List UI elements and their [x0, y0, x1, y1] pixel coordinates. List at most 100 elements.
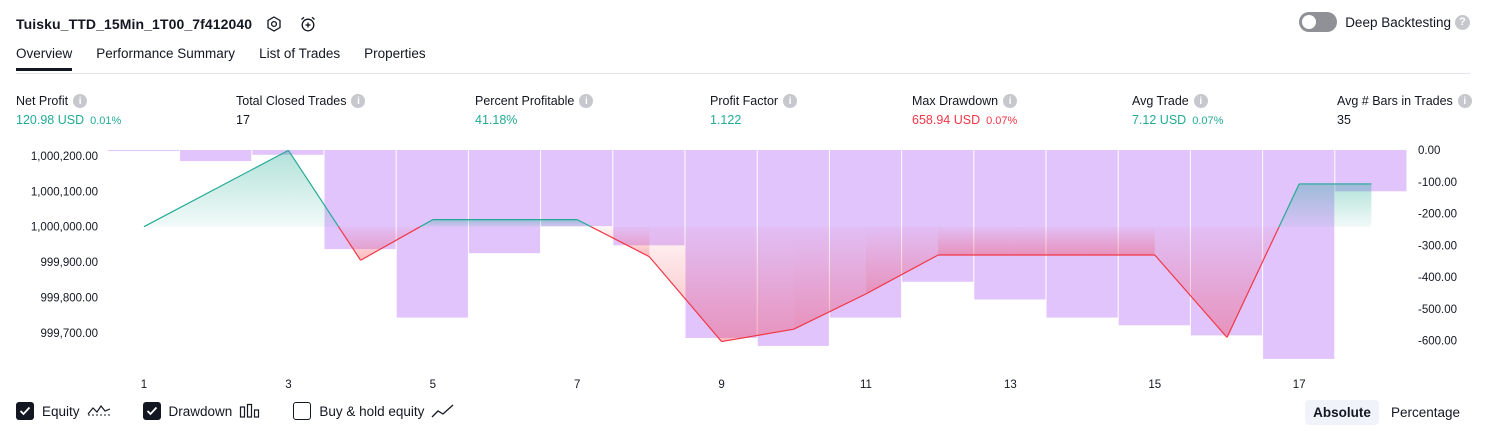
- metric-profit-factor: Profit Factor i 1.122: [710, 94, 798, 127]
- alarm-add-icon[interactable]: [296, 12, 320, 36]
- deep-backtesting: Deep Backtesting ?: [1299, 12, 1470, 32]
- buy-hold-checkbox[interactable]: [293, 402, 312, 420]
- strategy-title: Tuisku_TTD_15Min_1T00_7f412040: [16, 16, 253, 32]
- equity-area-down: [866, 226, 939, 294]
- percentage-button[interactable]: Percentage: [1390, 405, 1460, 420]
- x-axis-tick-label: 7: [574, 379, 580, 391]
- metric-percent: 0.07%: [986, 115, 1018, 127]
- drawdown-bar: [107, 150, 180, 151]
- x-axis-tick-label: 1: [141, 379, 147, 391]
- right-axis: 0.00 -100.00 -200.00 -300.00 -400.00 -500.00 -…: [1418, 145, 1457, 348]
- drawdown-bar: [541, 150, 613, 227]
- left-axis-tick-label: 999,900.00: [40, 257, 98, 269]
- equity-line-segment: [721, 328, 794, 343]
- metric-value: 41.18%: [475, 113, 518, 127]
- drawdown-bars-icon: [239, 403, 261, 419]
- right-axis-tick-label: -100.00: [1418, 177, 1457, 189]
- x-axis-tick-label: 3: [285, 379, 291, 391]
- metric-label: Total Closed Trades: [236, 94, 347, 108]
- equity-area-down: [793, 226, 866, 330]
- left-axis-tick-label: 999,800.00: [40, 292, 98, 304]
- metric-label: Avg # Bars in Trades: [1337, 94, 1453, 108]
- info-icon[interactable]: i: [783, 94, 798, 108]
- equity-line-segment: [1154, 254, 1228, 338]
- info-icon[interactable]: i: [579, 94, 594, 108]
- equity-area-down: [938, 226, 1011, 255]
- equity-area-up: [1299, 183, 1372, 227]
- deep-backtesting-toggle[interactable]: [1299, 12, 1338, 32]
- equity-area-down: [1082, 226, 1155, 255]
- legend-buy-hold-equity[interactable]: Buy & hold equity: [293, 402, 455, 420]
- right-axis-tick-label: 0.00: [1418, 145, 1440, 157]
- metric-total-closed-trades: Total Closed Trades i 17: [236, 94, 366, 127]
- metric-label: Max Drawdown: [912, 94, 999, 108]
- equity-line-segment: [360, 226, 421, 261]
- equity-line-segment: [419, 219, 434, 228]
- metric-avg-trade: Avg Trade i 7.12 USD 0.07%: [1132, 94, 1223, 127]
- legend-drawdown[interactable]: Drawdown: [142, 402, 262, 420]
- legend-equity[interactable]: Equity: [16, 402, 111, 420]
- legend-label: Buy & hold equity: [319, 403, 425, 419]
- equity-area-down: [1010, 226, 1083, 255]
- info-icon[interactable]: i: [1457, 94, 1472, 108]
- equity-area-up: [144, 150, 289, 227]
- x-axis-tick-label: 11: [860, 379, 872, 391]
- metric-label: Avg Trade: [1132, 94, 1189, 108]
- tab-overview[interactable]: Overview: [16, 46, 73, 71]
- metric-label: Profit Factor: [710, 94, 779, 108]
- tab-properties[interactable]: Properties: [364, 46, 426, 61]
- display-mode: Absolute Percentage: [1301, 400, 1468, 425]
- absolute-button[interactable]: Absolute: [1305, 400, 1379, 425]
- equity-area-down: [1154, 226, 1227, 338]
- metric-percent-profitable: Percent Profitable i 41.18%: [475, 94, 594, 127]
- metric-value: 1.122: [710, 113, 742, 127]
- equity-line: [143, 149, 1372, 343]
- tab-list-of-trades[interactable]: List of Trades: [259, 46, 341, 61]
- buy-hold-line-icon: [431, 403, 455, 419]
- info-icon[interactable]: i: [1193, 94, 1208, 108]
- x-axis-tick-label: 9: [718, 379, 724, 391]
- left-axis-tick-label: 1,000,200.00: [31, 151, 98, 163]
- equity-drawdown-chart[interactable]: 1,000,200.00 1,000,100.00 1,000,000.00 999,…: [0, 140, 1486, 395]
- drawdown-checkbox[interactable]: [142, 402, 161, 420]
- left-axis: 1,000,200.00 1,000,100.00 1,000,000.00 999,…: [31, 151, 98, 340]
- equity-line-segment: [793, 293, 867, 330]
- equity-line-segment: [1226, 226, 1280, 338]
- legend-label: Drawdown: [168, 403, 233, 419]
- metric-value: 17: [236, 113, 250, 127]
- x-axis-tick-label: 17: [1293, 379, 1306, 391]
- metric-label: Net Profit: [16, 94, 69, 108]
- metric-percent: 0.07%: [1192, 115, 1224, 127]
- equity-line-segment: [590, 226, 650, 258]
- drawdown-bar: [468, 150, 541, 254]
- help-icon[interactable]: ?: [1455, 14, 1470, 30]
- info-icon[interactable]: i: [73, 94, 88, 108]
- drawdown-bar: [180, 150, 252, 162]
- toggle-knob: [1302, 15, 1317, 29]
- x-axis-tick-label: 13: [1004, 379, 1017, 391]
- equity-line-segment: [865, 254, 939, 295]
- equity-area-up: [505, 219, 578, 227]
- metric-value: 35: [1337, 113, 1351, 127]
- left-axis-tick-label: 999,700.00: [40, 328, 98, 340]
- info-icon[interactable]: i: [1003, 94, 1018, 108]
- info-icon[interactable]: i: [351, 94, 366, 108]
- equity-line-icon: [87, 403, 111, 419]
- equity-line-segment: [338, 226, 362, 261]
- right-axis-tick-label: -200.00: [1418, 209, 1457, 221]
- equity-line-segment: [1278, 183, 1300, 227]
- header: Tuisku_TTD_15Min_1T00_7f412040: [16, 10, 320, 38]
- tab-bar: Overview Performance Summary List of Tra…: [16, 46, 450, 71]
- equity-checkbox[interactable]: [16, 402, 34, 420]
- right-axis-tick-label: -600.00: [1418, 336, 1457, 348]
- drawdown-bar: [1263, 150, 1335, 359]
- settings-icon[interactable]: [262, 12, 286, 36]
- equity-area-down: [721, 226, 794, 342]
- left-axis-tick-label: 1,000,000.00: [31, 222, 98, 234]
- equity-line-segment: [143, 149, 289, 228]
- tab-performance-summary[interactable]: Performance Summary: [96, 46, 236, 61]
- right-axis-tick-label: -500.00: [1418, 304, 1457, 316]
- legend-label: Equity: [42, 403, 80, 419]
- equity-area-up: [432, 219, 505, 227]
- drawdown-bar: [974, 150, 1046, 300]
